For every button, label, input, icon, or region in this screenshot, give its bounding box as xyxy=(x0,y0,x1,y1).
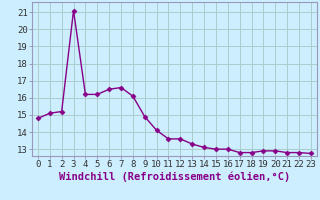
X-axis label: Windchill (Refroidissement éolien,°C): Windchill (Refroidissement éolien,°C) xyxy=(59,172,290,182)
